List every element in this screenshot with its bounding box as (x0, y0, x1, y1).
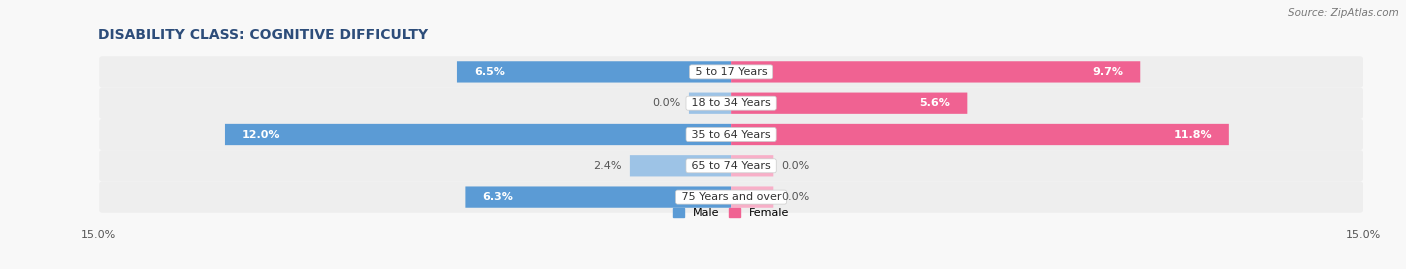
Legend: Male, Female: Male, Female (673, 208, 789, 218)
Text: DISABILITY CLASS: COGNITIVE DIFFICULTY: DISABILITY CLASS: COGNITIVE DIFFICULTY (98, 28, 429, 42)
Text: 12.0%: 12.0% (242, 129, 280, 140)
Text: Source: ZipAtlas.com: Source: ZipAtlas.com (1288, 8, 1399, 18)
FancyBboxPatch shape (731, 186, 773, 208)
Text: 75 Years and over: 75 Years and over (678, 192, 785, 202)
FancyBboxPatch shape (100, 87, 1362, 119)
FancyBboxPatch shape (100, 182, 1362, 213)
Text: 5.6%: 5.6% (920, 98, 950, 108)
FancyBboxPatch shape (100, 150, 1362, 182)
FancyBboxPatch shape (731, 61, 1140, 83)
Text: 9.7%: 9.7% (1092, 67, 1123, 77)
FancyBboxPatch shape (457, 61, 731, 83)
Text: 6.3%: 6.3% (482, 192, 513, 202)
FancyBboxPatch shape (731, 155, 773, 176)
FancyBboxPatch shape (100, 119, 1362, 150)
Text: 18 to 34 Years: 18 to 34 Years (688, 98, 775, 108)
Text: 0.0%: 0.0% (652, 98, 681, 108)
Text: 0.0%: 0.0% (782, 192, 810, 202)
Text: 0.0%: 0.0% (782, 161, 810, 171)
FancyBboxPatch shape (225, 124, 731, 145)
Text: 65 to 74 Years: 65 to 74 Years (688, 161, 775, 171)
Text: 35 to 64 Years: 35 to 64 Years (688, 129, 775, 140)
FancyBboxPatch shape (100, 56, 1362, 87)
FancyBboxPatch shape (689, 93, 731, 114)
Text: 2.4%: 2.4% (593, 161, 621, 171)
FancyBboxPatch shape (731, 93, 967, 114)
Text: 5 to 17 Years: 5 to 17 Years (692, 67, 770, 77)
Text: 11.8%: 11.8% (1174, 129, 1212, 140)
FancyBboxPatch shape (465, 186, 731, 208)
Text: 6.5%: 6.5% (474, 67, 505, 77)
FancyBboxPatch shape (630, 155, 731, 176)
FancyBboxPatch shape (731, 124, 1229, 145)
